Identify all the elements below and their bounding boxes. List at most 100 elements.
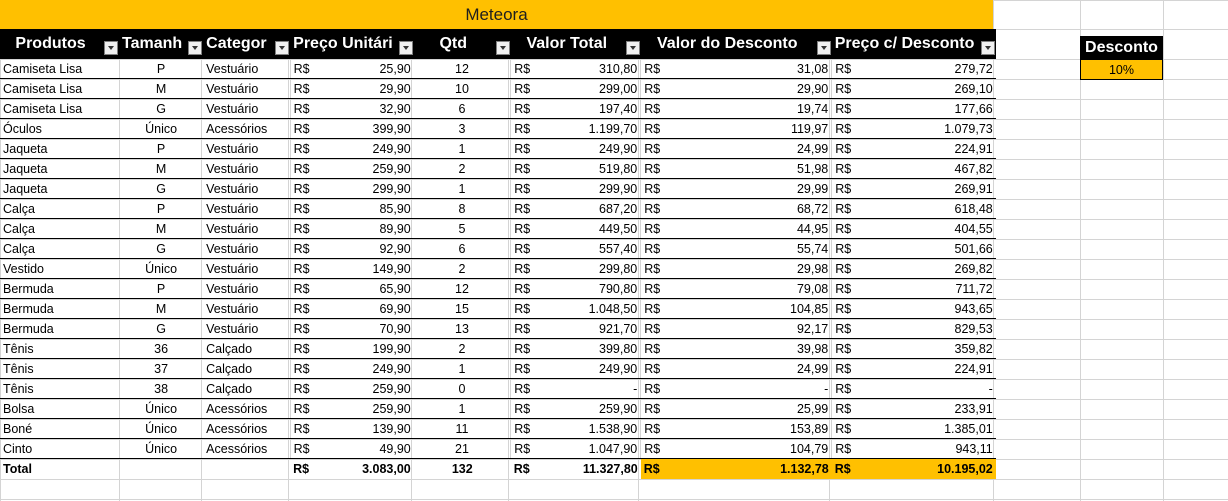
cell-valor-desconto[interactable]: R$ 119,97	[640, 118, 832, 139]
filter-dropdown-icon[interactable]	[188, 41, 203, 55]
cell-categoria[interactable]: Vestuário	[203, 318, 291, 339]
cell-valor-desconto[interactable]: R$ 24,99	[640, 138, 832, 159]
cell-preco-desconto[interactable]: R$ 269,91	[831, 178, 996, 199]
cell-preco-unitario[interactable]: R$ 259,90	[289, 378, 414, 399]
cell-categoria[interactable]: Vestuário	[203, 298, 291, 319]
cell-tamanho[interactable]: 36	[119, 338, 204, 359]
total-label[interactable]: Total	[0, 458, 119, 479]
cell-valor-desconto[interactable]: R$ 153,89	[640, 418, 832, 439]
cell-preco-desconto[interactable]: R$ 1.079,73	[831, 118, 996, 139]
cell-valor-desconto[interactable]: R$ 25,99	[640, 398, 832, 419]
cell-produto[interactable]: Tênis	[0, 338, 119, 359]
cell-preco-unitario[interactable]: R$ 249,90	[289, 138, 414, 159]
cell-categoria[interactable]: Vestuário	[203, 218, 291, 239]
cell-tamanho[interactable]: P	[119, 138, 204, 159]
cell-valor-total[interactable]: R$ 1.199,70	[510, 118, 641, 139]
cell-valor-total[interactable]: R$ 399,80	[510, 338, 641, 359]
cell-preco-unitario[interactable]: R$ 65,90	[289, 278, 414, 299]
cell-qtd[interactable]: 2	[413, 258, 511, 279]
cell-valor-total[interactable]: R$ 299,90	[510, 178, 641, 199]
discount-label[interactable]: Desconto	[1080, 36, 1163, 59]
cell-tamanho[interactable]: P	[119, 59, 204, 79]
cell-preco-desconto[interactable]: R$ 943,11	[831, 438, 996, 459]
cell-produto[interactable]: Boné	[0, 418, 119, 439]
cell-preco-desconto[interactable]: R$ 829,53	[831, 318, 996, 339]
discount-value-cell[interactable]: 10%	[1080, 59, 1163, 80]
cell-valor-desconto[interactable]: R$ 51,98	[640, 158, 832, 179]
cell-preco-unitario[interactable]: R$ 29,90	[289, 78, 414, 99]
cell-valor-desconto[interactable]: R$ 29,99	[640, 178, 832, 199]
cell-preco-desconto[interactable]: R$ 279,72	[831, 59, 996, 79]
cell-categoria[interactable]: Vestuário	[203, 278, 291, 299]
total-valor-desconto-cell[interactable]: R$ 1.132,78	[640, 458, 832, 479]
cell-qtd[interactable]: 15	[413, 298, 511, 319]
cell-preco-desconto[interactable]: R$ 224,91	[831, 138, 996, 159]
cell-tamanho[interactable]: Único	[119, 118, 204, 139]
cell-produto[interactable]: Calça	[0, 238, 119, 259]
cell-valor-desconto[interactable]: R$ 39,98	[640, 338, 832, 359]
cell-tamanho[interactable]: Único	[119, 398, 204, 419]
cell-produto[interactable]: Jaqueta	[0, 158, 119, 179]
cell-preco-unitario[interactable]: R$ 25,90	[289, 59, 414, 79]
cell-preco-desconto[interactable]: R$ -	[831, 378, 996, 399]
cell-tamanho[interactable]: Único	[119, 418, 204, 439]
cell-preco-unitario[interactable]: R$ 89,90	[289, 218, 414, 239]
cell-tamanho[interactable]: 37	[119, 358, 204, 379]
cell-preco-desconto[interactable]: R$ 404,55	[831, 218, 996, 239]
cell-produto[interactable]: Cinto	[0, 438, 119, 459]
cell-qtd[interactable]: 1	[413, 398, 511, 419]
cell-preco-desconto[interactable]: R$ 224,91	[831, 358, 996, 379]
cell-valor-desconto[interactable]: R$ 29,90	[640, 78, 832, 99]
cell-valor-desconto[interactable]: R$ 104,79	[640, 438, 832, 459]
cell-preco-unitario[interactable]: R$ 149,90	[289, 258, 414, 279]
cell-produto[interactable]: Jaqueta	[0, 138, 119, 159]
cell-preco-desconto[interactable]: R$ 269,10	[831, 78, 996, 99]
cell-tamanho[interactable]: M	[119, 218, 204, 239]
cell-valor-total[interactable]: R$ 259,90	[510, 398, 641, 419]
cell-preco-unitario[interactable]: R$ 139,90	[289, 418, 414, 439]
cell-preco-desconto[interactable]: R$ 467,82	[831, 158, 996, 179]
cell-tamanho[interactable]: M	[119, 78, 204, 99]
cell-categoria[interactable]: Acessórios	[203, 118, 291, 139]
cell-produto[interactable]: Bolsa	[0, 398, 119, 419]
cell-produto[interactable]: Tênis	[0, 378, 119, 399]
cell-valor-total[interactable]: R$ 687,20	[510, 198, 641, 219]
cell-categoria[interactable]: Vestuário	[203, 158, 291, 179]
cell-categoria[interactable]: Vestuário	[203, 98, 291, 119]
cell-qtd[interactable]: 6	[413, 238, 511, 259]
cell-preco-unitario[interactable]: R$ 399,90	[289, 118, 414, 139]
filter-dropdown-icon[interactable]	[625, 41, 640, 55]
filter-dropdown-icon[interactable]	[275, 41, 290, 55]
cell-tamanho[interactable]: 38	[119, 378, 204, 399]
cell-valor-desconto[interactable]: R$ 31,08	[640, 59, 832, 79]
cell-qtd[interactable]: 3	[413, 118, 511, 139]
cell-qtd[interactable]: 5	[413, 218, 511, 239]
cell-categoria[interactable]: Vestuário	[203, 238, 291, 259]
cell-preco-unitario[interactable]: R$ 70,90	[289, 318, 414, 339]
cell-qtd[interactable]: 8	[413, 198, 511, 219]
cell-valor-desconto[interactable]: R$ 29,98	[640, 258, 832, 279]
cell-qtd[interactable]: 12	[413, 59, 511, 79]
cell-valor-desconto[interactable]: R$ 24,99	[640, 358, 832, 379]
cell-tamanho[interactable]: M	[119, 158, 204, 179]
cell-valor-total[interactable]: R$ 299,80	[510, 258, 641, 279]
cell-produto[interactable]: Camiseta Lisa	[0, 78, 119, 99]
cell-preco-desconto[interactable]: R$ 943,65	[831, 298, 996, 319]
cell-preco-desconto[interactable]: R$ 359,82	[831, 338, 996, 359]
cell-qtd[interactable]: 21	[413, 438, 511, 459]
cell-tamanho[interactable]: P	[119, 198, 204, 219]
total-preco-desconto-cell[interactable]: R$ 10.195,02	[831, 458, 996, 479]
cell-preco-unitario[interactable]: R$ 92,90	[289, 238, 414, 259]
cell-categoria[interactable]: Calçado	[203, 358, 291, 379]
cell-categoria[interactable]: Vestuário	[203, 59, 291, 79]
cell-valor-total[interactable]: R$ 1.538,90	[510, 418, 641, 439]
cell-categoria[interactable]: Calçado	[203, 338, 291, 359]
cell-preco-unitario[interactable]: R$ 259,90	[289, 158, 414, 179]
total-valor-total-cell[interactable]: R$ 11.327,80	[510, 458, 641, 479]
cell-categoria[interactable]: Vestuário	[203, 258, 291, 279]
filter-dropdown-icon[interactable]	[495, 41, 510, 55]
cell-tamanho[interactable]: P	[119, 278, 204, 299]
cell-preco-desconto[interactable]: R$ 177,66	[831, 98, 996, 119]
cell-valor-total[interactable]: R$ 1.048,50	[510, 298, 641, 319]
cell-tamanho[interactable]: Único	[119, 438, 204, 459]
